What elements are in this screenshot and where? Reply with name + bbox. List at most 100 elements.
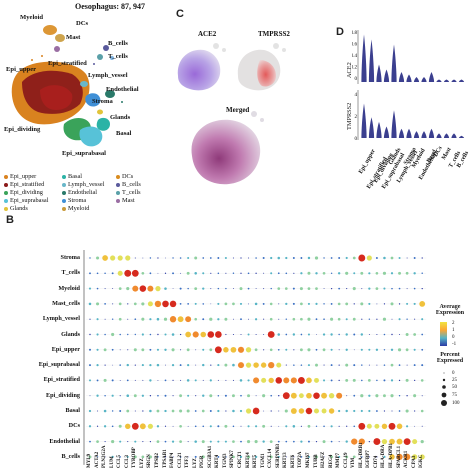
dotplot-dot (104, 441, 106, 443)
dotplot-dot (141, 364, 144, 367)
dotplot-dot (353, 303, 355, 305)
dotplot-dot (315, 287, 318, 290)
dotplot-dot (172, 379, 174, 382)
dotplot-dot (164, 333, 167, 336)
dotplot-dot (88, 287, 92, 290)
legend-label: T_cells (122, 189, 141, 196)
dotplot-dot (290, 408, 297, 414)
dotplot-dot (396, 438, 403, 445)
dotplot-dot (269, 317, 273, 321)
dotplot-dot (375, 257, 378, 259)
dotplot-dot (421, 318, 424, 321)
legend-label: Epi_stratified (10, 181, 45, 188)
panel-d-letter: D (336, 26, 344, 38)
dotplot-dot (185, 316, 192, 323)
ace2-tick: 0.4 (352, 54, 358, 59)
dotplot-dot (247, 379, 250, 382)
dotplot-dot (230, 346, 237, 353)
dotplot-dot (119, 395, 121, 397)
dotplot-dot (225, 333, 227, 336)
dotplot-dot (398, 364, 401, 366)
dotplot-dot (383, 394, 386, 398)
dotplot-dot (263, 318, 265, 320)
dotplot-dot (270, 272, 273, 275)
dotplot-dot (306, 377, 312, 384)
dotplot-dot (368, 440, 370, 443)
dotplot-dot (232, 302, 235, 306)
dotplot-dot (88, 425, 92, 428)
legend-item: Mast (116, 197, 135, 204)
dotplot-dot (207, 331, 215, 338)
dotplot-dot (284, 409, 288, 413)
dotplot-dot (353, 364, 356, 367)
violin-ace2 (421, 77, 427, 82)
dotplot-dot (248, 303, 249, 305)
dotplot-dot (381, 423, 388, 429)
dotplot-dot (232, 409, 235, 413)
dotplot-dot (292, 425, 296, 428)
dotplot-dot (126, 363, 129, 367)
dotplot-dot (252, 407, 260, 415)
dotplot-dot (215, 331, 222, 338)
legend-swatch (62, 182, 66, 187)
legend-item: Basal (62, 173, 82, 180)
dotplot-dot (307, 424, 311, 428)
dotplot-dot (338, 409, 341, 413)
dotplot-dot (171, 363, 175, 367)
dotplot-dot (388, 422, 396, 430)
dotplot-dot (366, 423, 372, 429)
dotplot-dot (141, 348, 145, 352)
dotplot-dot (345, 409, 348, 413)
dotplot-dot (89, 395, 91, 397)
dotplot-gene-label: TOP2A (298, 451, 304, 468)
cluster-stroma (85, 93, 101, 107)
dotplot-dot (217, 272, 220, 275)
dotplot-dot (89, 318, 91, 320)
dotplot-dot (277, 272, 280, 275)
legend-label: Myeloid (68, 205, 90, 212)
dotplot-dot (255, 272, 257, 274)
dotplot-dot (345, 333, 348, 336)
dotplot-dot (134, 440, 137, 443)
dotplot-dot (164, 272, 167, 274)
dotplot-dot (275, 377, 282, 384)
dotplot-dot (414, 410, 416, 412)
legend-label: Endothelial (68, 189, 98, 196)
dotplot-dot (156, 409, 160, 413)
dotplot-dot (194, 455, 197, 458)
legend-label: Glands (10, 205, 28, 212)
dotplot-dot (217, 440, 220, 443)
dotplot-dot (202, 425, 205, 428)
dotplot-dot (210, 288, 212, 290)
dotplot-dot (299, 287, 303, 291)
violin-tmprss2 (451, 133, 457, 138)
dotplot-dot (202, 303, 205, 305)
dotplot-dot (147, 301, 153, 307)
dotplot-dot (164, 409, 167, 413)
dotplot-dot (171, 348, 175, 352)
violin-ace2 (368, 39, 375, 82)
violin-tmprss2 (361, 103, 367, 138)
dotplot-dot (352, 455, 356, 459)
dotplot-dot (89, 257, 91, 259)
dotplot-dot (277, 348, 280, 351)
dotplot-dot (217, 364, 220, 367)
dotplot-dot (390, 394, 394, 398)
dotplot-dot (263, 334, 265, 335)
cluster-basal (96, 117, 110, 131)
dotplot-gene-label: CCL19 (343, 452, 349, 468)
dotplot-dot (209, 379, 212, 382)
dotplot-dot (285, 425, 288, 428)
dotplot-dot (127, 303, 129, 305)
dotplot-dot (149, 318, 152, 321)
dotplot-dot (322, 271, 326, 275)
dotplot-dot (224, 317, 228, 321)
dotplot-dot (127, 333, 129, 336)
dotplot-dot (139, 285, 147, 292)
dotplot-dot (255, 395, 257, 397)
dotplot-dot (119, 456, 121, 458)
dotplot-dot (398, 410, 401, 412)
dotplot-dot (200, 331, 207, 338)
dotplot-dot (397, 348, 402, 352)
dotplot-dot (118, 424, 122, 428)
